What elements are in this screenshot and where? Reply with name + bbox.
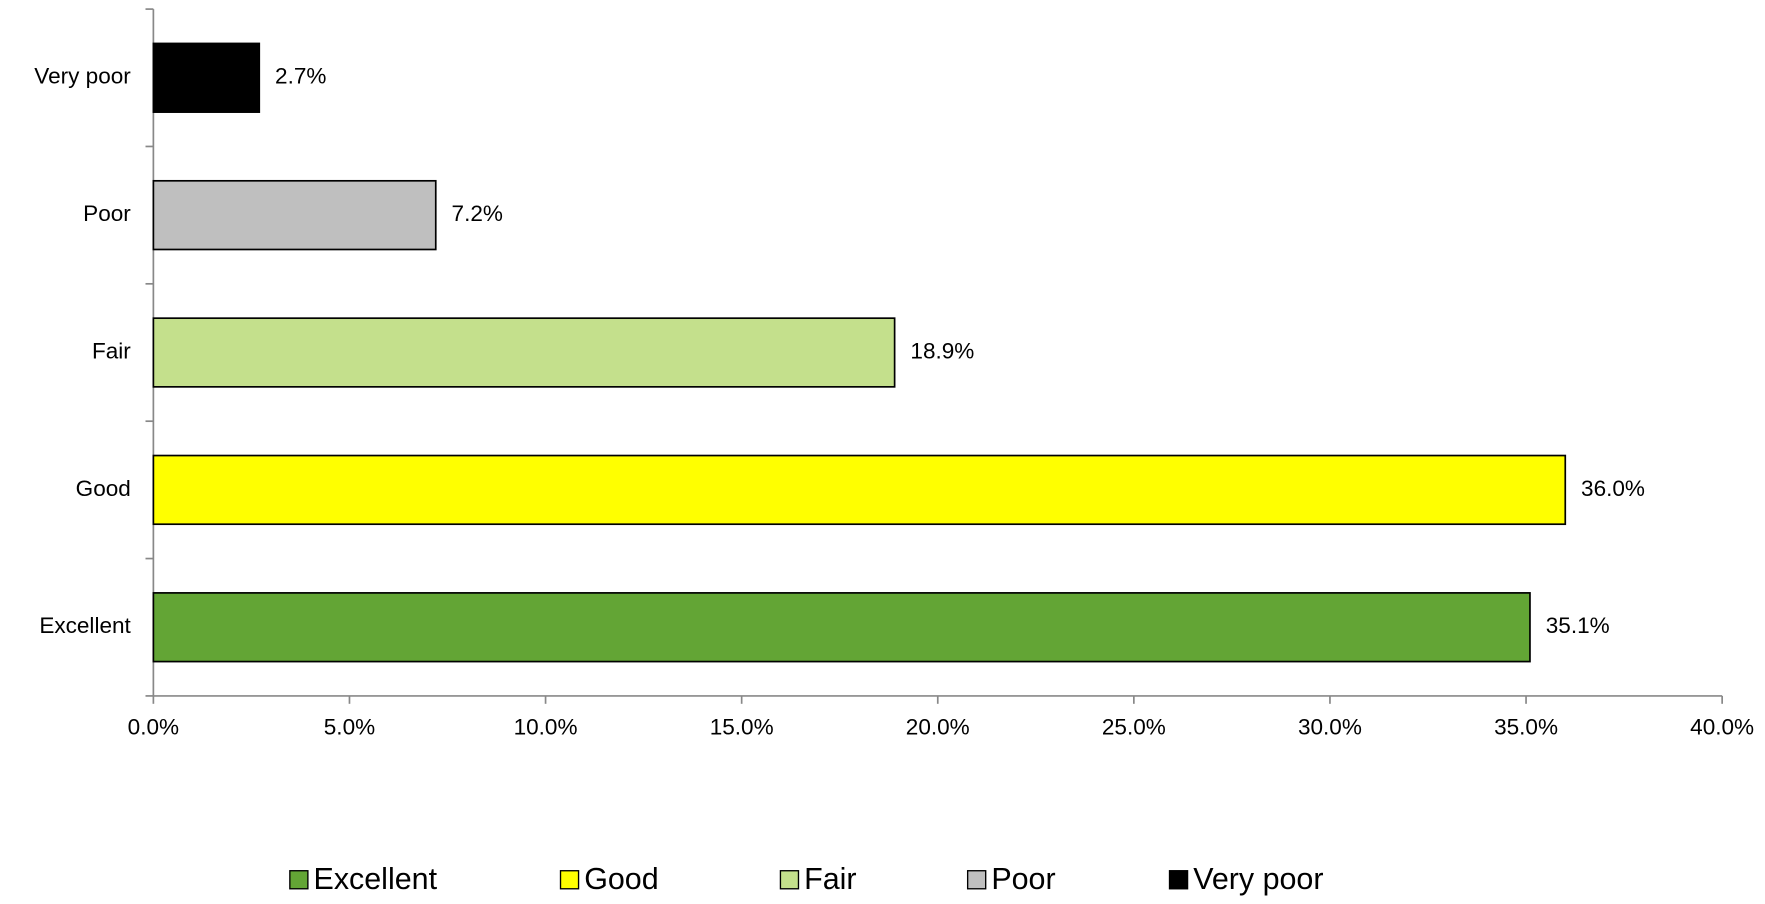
- legend-label: Poor: [991, 862, 1055, 896]
- x-tick-label: 20.0%: [906, 715, 970, 740]
- data-label: 35.1%: [1546, 613, 1610, 638]
- data-label: 7.2%: [452, 201, 503, 226]
- legend-swatch: [1168, 870, 1189, 890]
- y-tick-label: Fair: [92, 338, 131, 363]
- legend-label: Good: [584, 862, 658, 896]
- x-tick-label: 35.0%: [1494, 715, 1558, 740]
- bar: [152, 179, 437, 251]
- legend-label: Excellent: [314, 862, 438, 896]
- data-label: 36.0%: [1581, 476, 1645, 501]
- bar: [152, 42, 261, 113]
- legend-label: Very poor: [1193, 862, 1323, 896]
- x-tick-label: 15.0%: [710, 715, 774, 740]
- legend-swatch: [289, 870, 309, 890]
- y-tick-label: Poor: [83, 201, 131, 226]
- x-tick-label: 40.0%: [1690, 715, 1754, 740]
- data-label: 2.7%: [275, 64, 326, 89]
- legend-label: Fair: [804, 862, 856, 896]
- legend-swatch: [779, 870, 800, 890]
- y-tick-label: Good: [76, 476, 131, 501]
- legend-swatch: [559, 870, 580, 890]
- bar: [152, 454, 1567, 526]
- data-label: 18.9%: [910, 338, 974, 363]
- y-tick-label: Very poor: [34, 64, 131, 89]
- x-tick-label: 25.0%: [1102, 715, 1166, 740]
- bar: [152, 592, 1531, 663]
- x-tick-label: 0.0%: [128, 715, 179, 740]
- x-tick-label: 30.0%: [1298, 715, 1362, 740]
- y-tick-label: Excellent: [39, 613, 131, 638]
- x-tick-label: 5.0%: [324, 715, 375, 740]
- x-tick-label: 10.0%: [514, 715, 578, 740]
- legend-swatch: [966, 870, 987, 890]
- bar: [152, 317, 896, 388]
